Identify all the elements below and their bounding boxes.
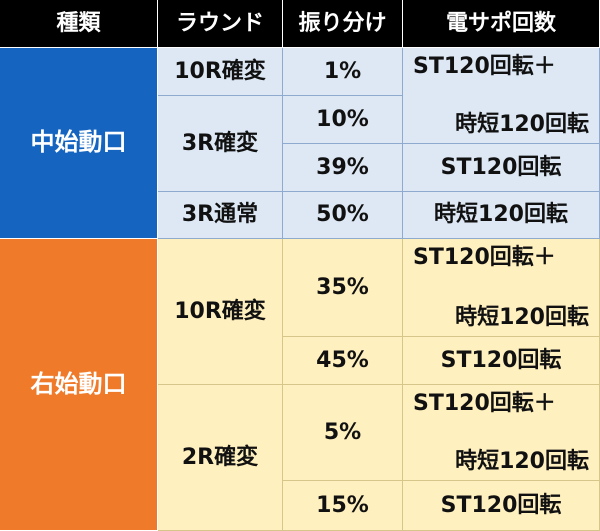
round-cell: 3R確変 (158, 96, 283, 192)
pct-cell: 35% (283, 239, 403, 337)
pct-cell: 10% (283, 96, 403, 144)
type-right-start: 右始動口 (0, 239, 158, 531)
header-round: ラウンド (158, 0, 283, 48)
support-cell: ST120回転 (403, 144, 600, 192)
pct-cell: 39% (283, 144, 403, 192)
round-cell: 10R確変 (158, 48, 283, 96)
round-cell: 10R確変 (158, 239, 283, 385)
support-line2: 時短120回転 (455, 304, 589, 330)
support-cell: ST120回転＋ 時短120回転 (403, 239, 600, 337)
round-cell: 3R通常 (158, 192, 283, 239)
support-line1: ST120回転＋ (413, 391, 556, 416)
support-cell: ST120回転＋ 時短120回転 (403, 385, 600, 481)
support-line2: 時短120回転 (455, 111, 589, 137)
support-cell: 時短120回転 (403, 192, 600, 239)
header-distribution: 振り分け (283, 0, 403, 48)
support-cell: ST120回転＋ 時短120回転 (403, 48, 600, 144)
support-cell: ST120回転 (403, 481, 600, 531)
pct-cell: 50% (283, 192, 403, 239)
round-cell: 2R確変 (158, 385, 283, 531)
support-line1: ST120回転＋ (413, 245, 556, 270)
pct-cell: 15% (283, 481, 403, 531)
support-line1: ST120回転＋ (413, 54, 556, 79)
support-cell: ST120回転 (403, 337, 600, 385)
pct-cell: 45% (283, 337, 403, 385)
support-line2: 時短120回転 (455, 448, 589, 474)
header-support: 電サポ回数 (403, 0, 600, 48)
type-center-start: 中始動口 (0, 48, 158, 239)
header-type: 種類 (0, 0, 158, 48)
pct-cell: 5% (283, 385, 403, 481)
pct-cell: 1% (283, 48, 403, 96)
